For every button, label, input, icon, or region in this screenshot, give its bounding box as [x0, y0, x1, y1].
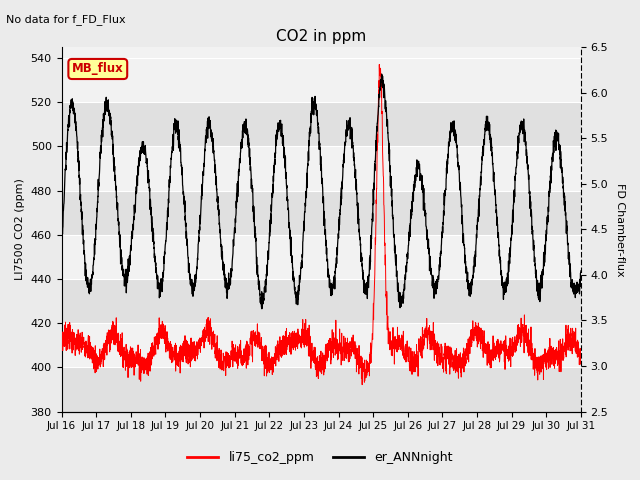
Title: CO2 in ppm: CO2 in ppm	[276, 29, 366, 44]
Bar	[61, 191, 581, 235]
Bar	[61, 58, 581, 102]
Bar	[61, 279, 581, 323]
Bar	[61, 368, 581, 412]
Bar	[61, 323, 581, 368]
Text: No data for f_FD_Flux: No data for f_FD_Flux	[6, 14, 126, 25]
Bar	[61, 235, 581, 279]
Y-axis label: FD Chamber-flux: FD Chamber-flux	[615, 182, 625, 276]
Y-axis label: LI7500 CO2 (ppm): LI7500 CO2 (ppm)	[15, 179, 25, 280]
Legend: li75_co2_ppm, er_ANNnight: li75_co2_ppm, er_ANNnight	[182, 446, 458, 469]
Bar	[61, 102, 581, 146]
Text: MB_flux: MB_flux	[72, 62, 124, 75]
Bar	[61, 146, 581, 191]
